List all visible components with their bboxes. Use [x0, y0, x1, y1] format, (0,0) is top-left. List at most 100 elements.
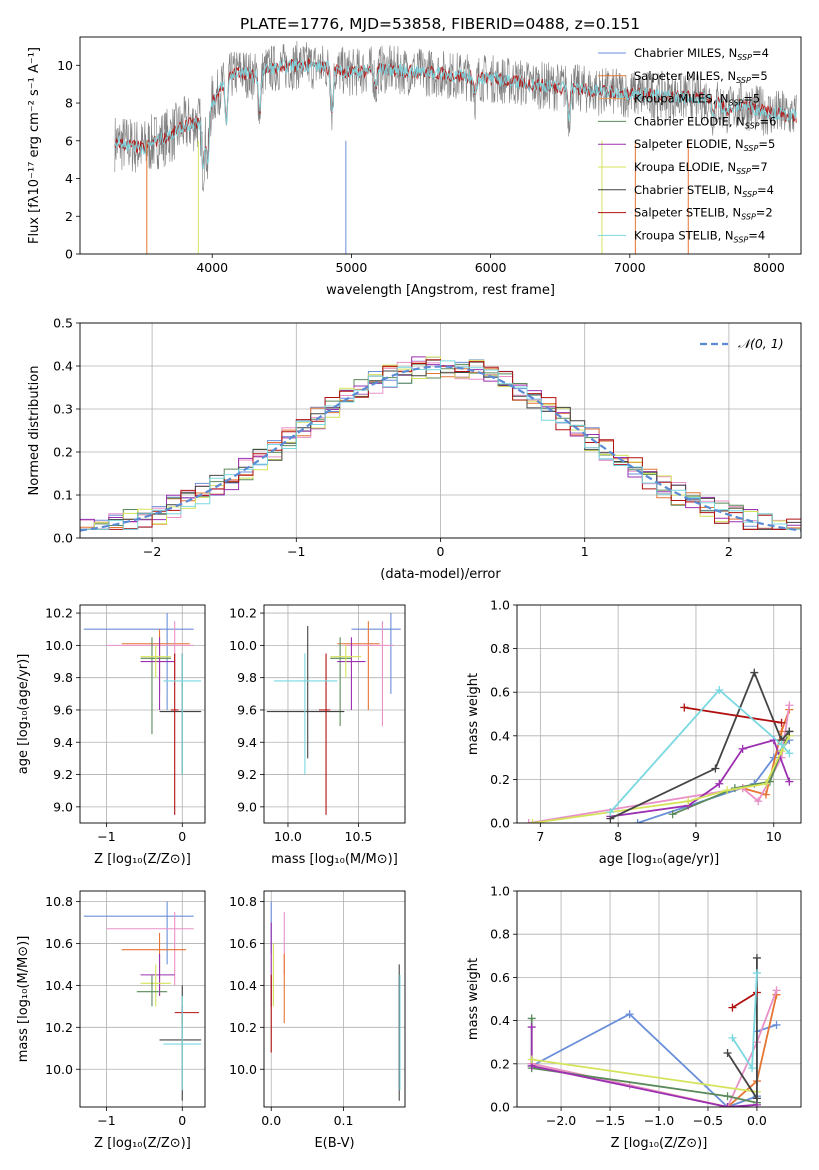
weight-marker: [772, 986, 781, 995]
weight-marker: [728, 1003, 737, 1012]
legend-entry: Chabrier ELODIE, NSSP=6: [634, 114, 776, 130]
axes-frame: [516, 604, 802, 824]
y-tick-label: 9.0: [53, 799, 73, 814]
y-tick-label: 1.0: [490, 884, 510, 899]
x-tick-label: −1.5: [595, 1113, 625, 1128]
panel-mass_vs_EBV: 0.0 0.1 10.0 10.2 10.4 10.6 10.8 E(B-V): [229, 890, 406, 1151]
y-tick-label: 9.0: [237, 799, 257, 814]
panel-age_vs_Z: −1 0 9.0 9.2 9.4 9.6 9.8 10.0 10.2 Z [log₁₀(Z/Z⊙)…: [16, 604, 206, 867]
data-point: [330, 645, 362, 678]
weight-marker: [772, 1020, 781, 1029]
y-tick-label: 0.2: [490, 1056, 510, 1071]
legend-tail: =4: [748, 228, 765, 242]
x-axis-label: age [log₁₀(age/yr)]: [599, 852, 720, 867]
weight-series: [684, 706, 782, 724]
data-point: [140, 953, 175, 996]
x-axis-label: E(B-V): [314, 1136, 354, 1151]
weight-marker: [723, 1049, 732, 1057]
y-tick-label: 10.2: [229, 606, 257, 621]
legend-text: Chabrier STELIB, N: [634, 183, 742, 197]
data-point: [83, 901, 194, 965]
data-point: [273, 653, 338, 775]
axes-frame: [79, 322, 802, 539]
y-tick-label: 10.4: [229, 978, 257, 993]
y-tick-label: 0.6: [490, 685, 510, 700]
legend-tail: =2: [756, 206, 773, 220]
y-tick-label: 0.4: [490, 1013, 510, 1028]
weight-marker: [761, 779, 770, 788]
weight-series: [731, 991, 758, 1009]
y-tick-label: 10.0: [229, 638, 257, 653]
weight-marker: [723, 1103, 732, 1107]
y-tick-label: 9.2: [237, 767, 257, 782]
weight-marker: [528, 819, 537, 823]
weight-marker: [728, 1033, 737, 1042]
legend-sub: SSP: [744, 144, 759, 153]
y-tick-label: 0.8: [490, 927, 510, 942]
legend-text: Salpeter STELIB, N: [634, 206, 741, 220]
x-axis-label: Z [log₁₀(Z/Z⊙)]: [94, 1136, 191, 1151]
legend-tail: =4: [757, 183, 774, 197]
x-tick-label: 2: [725, 544, 733, 559]
x-tick-label: 8: [614, 829, 622, 844]
weight-marker: [715, 686, 724, 695]
data-point: [174, 1006, 199, 1024]
y-tick-label: 6: [65, 133, 73, 148]
y-tick-label: 10.4: [45, 978, 73, 993]
x-tick-label: 8000: [753, 260, 785, 275]
y-tick-label: 0.0: [53, 531, 73, 546]
axes-frame: [263, 890, 406, 1108]
data-point: [159, 653, 202, 775]
weight-series: [531, 1058, 758, 1093]
y-tick-label: 4: [65, 171, 73, 186]
y-tick-label: 10.6: [45, 936, 73, 951]
axes-frame: [79, 890, 206, 1108]
y-tick-label: 0.0: [490, 816, 510, 831]
legend-sub: SSP: [736, 76, 751, 85]
weight-marker: [785, 727, 794, 736]
weight-series: [742, 709, 791, 796]
plot-area: [83, 613, 202, 815]
weight-marker: [750, 668, 759, 677]
model-spectrum: [114, 59, 797, 170]
weight-series: [610, 739, 791, 818]
data-point: [163, 653, 202, 775]
weight-marker: [684, 797, 693, 806]
weight-marker: [723, 786, 732, 795]
y-tick-label: 0.6: [490, 970, 510, 985]
y-tick-label: 10.8: [45, 894, 73, 909]
data-point: [140, 637, 175, 710]
plot-area: [266, 613, 401, 815]
y-tick-label: 10.2: [45, 606, 73, 621]
x-tick-label: −2: [143, 544, 161, 559]
weight-marker: [625, 1010, 634, 1019]
legend-tail: =4: [752, 46, 769, 60]
weight-marker: [711, 764, 720, 773]
x-axis-label: (data-model)/error: [380, 567, 501, 582]
x-axis-label: mass [log₁₀(M/M⊙)]: [271, 852, 398, 867]
legend-sub: SSP: [734, 235, 749, 244]
y-tick-label: 0.5: [53, 316, 73, 331]
legend-sub: SSP: [745, 121, 760, 130]
weight-marker: [752, 953, 761, 962]
weight-marker: [785, 701, 794, 710]
legend-entry: Kroupa STELIB, NSSP=4: [634, 228, 765, 244]
plot-area: [524, 668, 794, 823]
y-tick-label: 0.0: [490, 1100, 510, 1115]
plot-area: [270, 901, 401, 1101]
x-tick-label: 0: [178, 829, 186, 844]
legend-sub: SSP: [736, 167, 751, 176]
legend-sub: SSP: [737, 53, 752, 62]
weight-marker: [715, 779, 724, 788]
legend-sub: SSP: [742, 190, 757, 199]
y-axis-label: mass [log₁₀(M/M⊙)]: [16, 936, 31, 1063]
y-tick-label: 10: [57, 58, 73, 73]
x-axis-label: Z [log₁₀(Z/Z⊙)]: [611, 1136, 708, 1151]
axes-frame: [516, 890, 802, 1108]
panel-residuals: −2 −1 0 1 2 0.0 0.1 0.2 0.3 0.4 0.5 (data-model)/er…: [27, 316, 802, 582]
x-tick-label: 0.0: [261, 1113, 281, 1128]
data-point: [140, 964, 171, 1007]
residual-histogram: [80, 360, 801, 530]
x-tick-label: −1.0: [644, 1113, 674, 1128]
legend-entry: 𝒩(0, 1): [738, 336, 784, 351]
